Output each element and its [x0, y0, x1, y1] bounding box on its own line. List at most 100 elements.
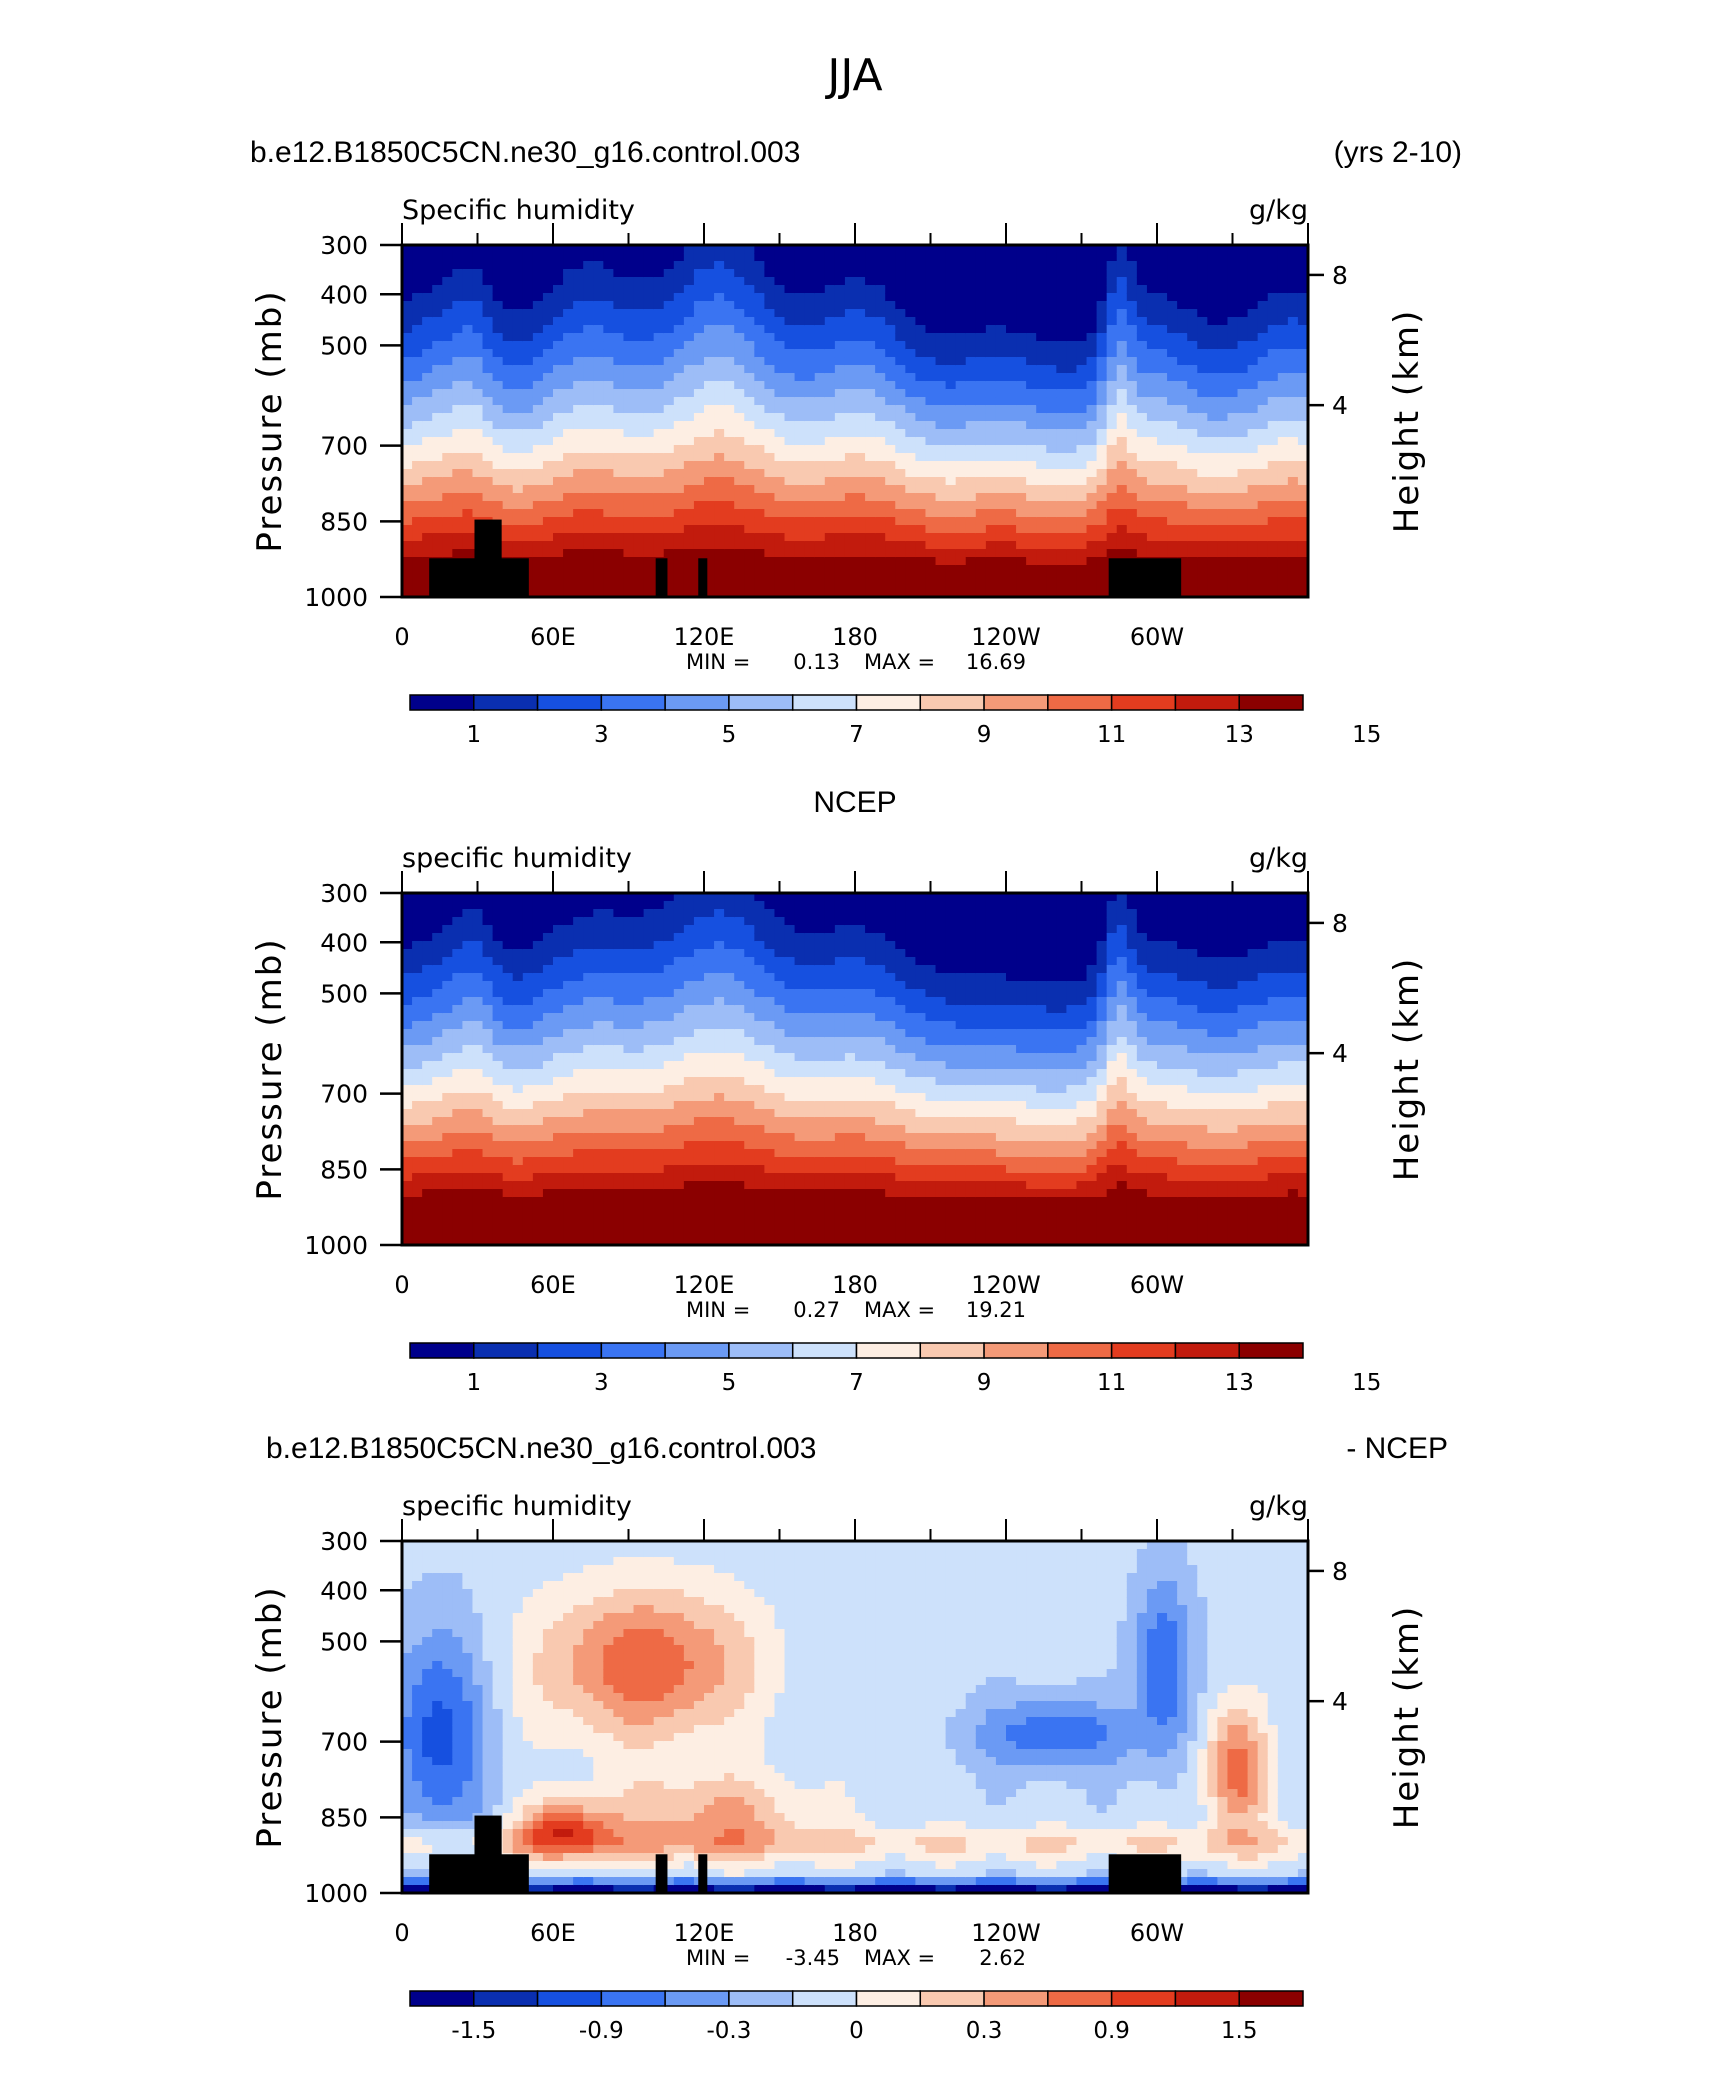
contour-cell — [623, 373, 635, 382]
contour-cell — [1116, 413, 1128, 422]
contour-cell — [542, 1029, 554, 1038]
contour-cell — [865, 445, 876, 454]
contour-cell — [422, 533, 433, 542]
contour-cell — [492, 1181, 504, 1190]
contour-cell — [452, 1237, 463, 1246]
contour-cell — [824, 533, 836, 542]
contour-cell — [553, 1165, 564, 1174]
contour-cell — [1066, 533, 1078, 542]
contour-cell — [673, 365, 685, 374]
contour-cell — [573, 429, 584, 438]
contour-cell — [1096, 349, 1108, 358]
contour-cell — [905, 453, 916, 462]
contour-cell — [492, 1077, 504, 1086]
contour-cell — [724, 293, 735, 302]
contour-cell — [1126, 405, 1138, 414]
contour-cell — [824, 405, 836, 414]
contour-cell — [633, 301, 645, 310]
contour-cell — [583, 413, 594, 422]
contour-cell — [542, 1037, 554, 1046]
contour-cell — [764, 477, 776, 486]
contour-cell — [1056, 485, 1067, 494]
topography-block — [655, 558, 668, 597]
contour-cell — [1026, 269, 1037, 278]
contour-cell — [1146, 373, 1158, 382]
contour-cell — [1277, 437, 1289, 446]
contour-cell — [1126, 445, 1138, 454]
contour-cell — [623, 453, 635, 462]
contour-cell — [653, 485, 665, 494]
contour-cell — [1257, 301, 1269, 310]
contour-cell — [1267, 589, 1279, 598]
contour-cell — [1016, 269, 1027, 278]
contour-cell — [673, 589, 685, 598]
contour-cell — [1056, 277, 1067, 286]
contour-cell — [1086, 277, 1098, 286]
contour-cell — [613, 573, 625, 582]
contour-cell — [663, 533, 675, 542]
contour-cell — [492, 1021, 504, 1030]
contour-cell — [412, 293, 423, 302]
contour-cell — [814, 541, 826, 550]
min-label: MIN = — [686, 650, 750, 674]
contour-cell — [834, 389, 846, 398]
contour-cell — [784, 517, 796, 526]
contour-cell — [653, 309, 665, 318]
contour-cell — [1167, 421, 1178, 430]
contour-cell — [573, 565, 584, 574]
contour-cell — [1126, 341, 1138, 350]
contour-cell — [1217, 469, 1229, 478]
contour-cell — [1187, 437, 1198, 446]
contour-cell — [402, 341, 413, 350]
contour-cell — [603, 893, 614, 902]
contour-cell — [764, 485, 776, 494]
contour-cell — [563, 573, 574, 582]
contour-cell — [975, 381, 987, 390]
contour-cell — [522, 997, 534, 1006]
contour-cell — [1177, 389, 1188, 398]
contour-cell — [1277, 309, 1289, 318]
contour-cell — [522, 485, 534, 494]
contour-cell — [764, 565, 776, 574]
contour-cell — [1177, 325, 1188, 334]
contour-cell — [1046, 549, 1057, 558]
contour-cell — [603, 925, 614, 934]
contour-cell — [522, 261, 534, 270]
contour-cell — [1066, 261, 1078, 270]
contour-cell — [955, 309, 967, 318]
contour-cell — [412, 1141, 423, 1150]
contour-cell — [432, 1221, 443, 1230]
contour-cell — [734, 373, 745, 382]
contour-cell — [744, 309, 755, 318]
contour-cell — [432, 309, 443, 318]
contour-cell — [885, 477, 896, 486]
contour-cell — [975, 421, 987, 430]
contour-cell — [1076, 541, 1088, 550]
contour-cell — [522, 1165, 534, 1174]
contour-cell — [1157, 421, 1168, 430]
contour-cell — [774, 245, 786, 254]
contour-cell — [1247, 397, 1259, 406]
contour-cell — [482, 381, 494, 390]
contour-cell — [512, 973, 524, 982]
contour-cell — [1217, 573, 1229, 582]
contour-cell — [573, 957, 584, 966]
min-value: 0.13 — [793, 650, 840, 674]
contour-cell — [955, 253, 967, 262]
contour-cell — [1167, 517, 1178, 526]
contour-cell — [402, 349, 413, 358]
contour-cell — [1066, 293, 1078, 302]
contour-cell — [1106, 461, 1118, 470]
contour-cell — [412, 1077, 423, 1086]
contour-cell — [985, 485, 997, 494]
contour-cell — [532, 1173, 544, 1182]
contour-cell — [502, 477, 514, 486]
contour-cell — [1277, 269, 1289, 278]
contour-cell — [412, 973, 423, 982]
contour-cell — [834, 405, 846, 414]
contour-cell — [1277, 421, 1289, 430]
contour-cell — [512, 477, 524, 486]
contour-cell — [402, 893, 413, 902]
contour-cell — [573, 333, 584, 342]
contour-cell — [744, 525, 755, 534]
